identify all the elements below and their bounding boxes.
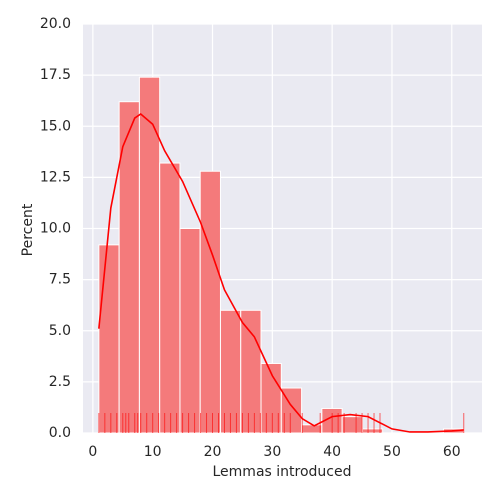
x-tick-label: 20: [204, 444, 222, 460]
y-tick-label: 0.0: [49, 425, 71, 441]
y-tick-label: 2.5: [49, 374, 71, 390]
bar: [179, 228, 201, 434]
y-tick-label: 7.5: [49, 272, 71, 288]
bar: [199, 170, 221, 434]
y-tick-label: 12.5: [40, 169, 71, 185]
bar: [341, 416, 363, 434]
x-tick-label: 50: [383, 444, 401, 460]
y-tick-label: 20.0: [40, 16, 71, 32]
x-tick-label: 60: [443, 444, 461, 460]
y-tick-label: 15.0: [40, 118, 71, 134]
bar: [240, 309, 262, 434]
kde-line: [98, 112, 464, 433]
bar: [159, 162, 181, 434]
x-tick-label: 40: [323, 444, 341, 460]
x-tick-label: 30: [263, 444, 281, 460]
bar: [98, 244, 120, 434]
bar: [138, 76, 161, 434]
y-tick-label: 17.5: [40, 67, 71, 83]
y-axis-label: Percent: [20, 203, 36, 256]
bar: [301, 424, 323, 434]
x-tick-label: 0: [88, 444, 97, 460]
x-axis-label: Lemmas introduced: [213, 464, 352, 480]
x-tick-label: 10: [144, 444, 162, 460]
y-tick-label: 10.0: [40, 221, 71, 237]
y-tick-label: 5.0: [49, 323, 71, 339]
